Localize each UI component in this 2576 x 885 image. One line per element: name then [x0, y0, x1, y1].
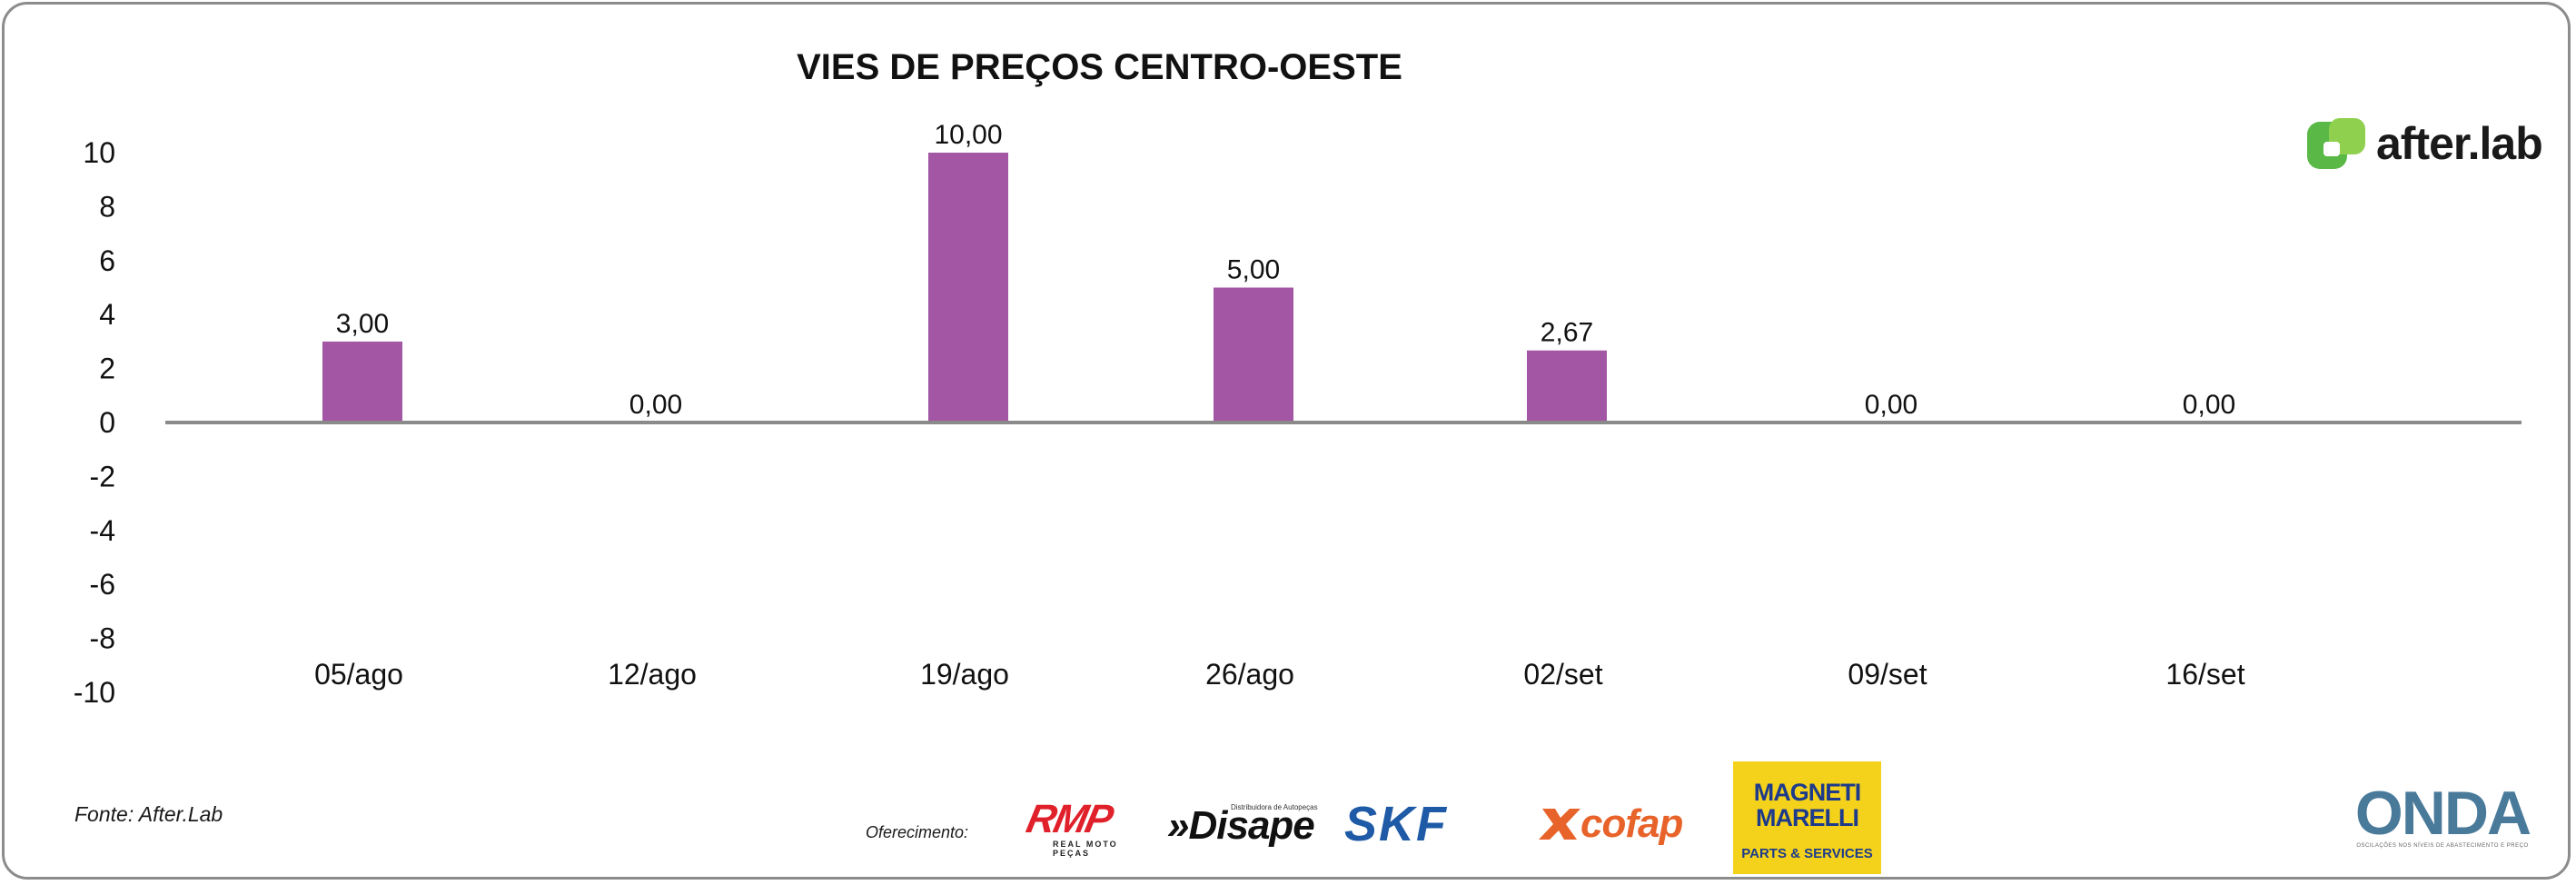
onda-logo-text: ONDA — [2354, 779, 2531, 848]
data-label: 0,00 — [2183, 390, 2235, 420]
y-tick-label: 10 — [83, 136, 115, 169]
y-tick-label: -2 — [90, 460, 115, 492]
rmp-logo: RMP REAL MOTO PEÇAS — [1023, 797, 1151, 858]
x-category-label: 02/set — [1523, 658, 1602, 691]
chart-title-wrap: VIES DE PREÇOS CENTRO-OESTE — [0, 47, 2576, 88]
y-tick-label: 8 — [99, 190, 115, 223]
bar — [322, 341, 402, 423]
cofap-logo: cofap — [1535, 800, 1704, 849]
y-tick-label: -10 — [74, 676, 115, 709]
y-tick-label: 6 — [99, 244, 115, 277]
data-label: 3,00 — [336, 309, 389, 339]
y-tick-label: 0 — [99, 406, 115, 439]
bar — [928, 153, 1008, 423]
data-label: 5,00 — [1227, 255, 1280, 285]
onda-logo: ONDA OSCILAÇÕES NOS NÍVEIS DE ABASTECIME… — [2351, 779, 2534, 852]
data-label: 2,67 — [1541, 318, 1593, 348]
magneti-marelli-logo-subtext: PARTS & SERVICES — [1741, 846, 1873, 861]
x-category-label: 12/ago — [608, 658, 697, 691]
cofap-icon — [1539, 809, 1580, 840]
x-category-label: 16/set — [2165, 658, 2244, 691]
x-category-label: 19/ago — [920, 658, 1009, 691]
onda-logo-subtext: OSCILAÇÕES NOS NÍVEIS DE ABASTECIMENTO E… — [2356, 843, 2529, 849]
x-category-label: 09/set — [1848, 658, 1927, 691]
magneti-marelli-logo: MAGNETI MARELLI PARTS & SERVICES — [1733, 761, 1881, 874]
source-note: Fonte: After.Lab — [74, 802, 223, 826]
afterlab-logo: after.lab — [2305, 114, 2551, 173]
skf-logo: SKF — [1344, 797, 1448, 851]
data-label: 0,00 — [1865, 390, 1917, 420]
sponsors-label: Oferecimento: — [866, 823, 969, 841]
y-tick-label: -6 — [90, 568, 115, 601]
y-tick-label: 4 — [99, 298, 115, 331]
afterlab-wordmark: after.lab — [2376, 118, 2543, 169]
disape-logo: »Disape Distribuidora de Autopeças — [1167, 798, 1327, 852]
afterlab-icon — [2307, 118, 2365, 169]
disape-logo-subtext: Distribuidora de Autopeças — [1231, 803, 1318, 811]
y-tick-label: 2 — [99, 353, 115, 385]
data-label: 0,00 — [629, 390, 682, 420]
cofap-logo-text: cofap — [1580, 801, 1683, 846]
y-tick-label: -8 — [90, 622, 115, 655]
y-tick-label: -4 — [90, 514, 115, 547]
bar — [1214, 287, 1293, 423]
x-category-label: 05/ago — [314, 658, 403, 691]
data-label: 10,00 — [934, 120, 1002, 150]
chart-title: VIES DE PREÇOS CENTRO-OESTE — [797, 47, 1402, 87]
x-category-label: 26/ago — [1205, 658, 1294, 691]
rmp-logo-subtext: REAL MOTO PEÇAS — [1053, 840, 1118, 858]
disape-logo-text: »Disape — [1167, 803, 1315, 848]
rmp-logo-text: RMP — [1022, 797, 1116, 841]
bar — [1527, 350, 1607, 423]
magneti-marelli-logo-text: MAGNETI MARELLI — [1753, 779, 1862, 831]
